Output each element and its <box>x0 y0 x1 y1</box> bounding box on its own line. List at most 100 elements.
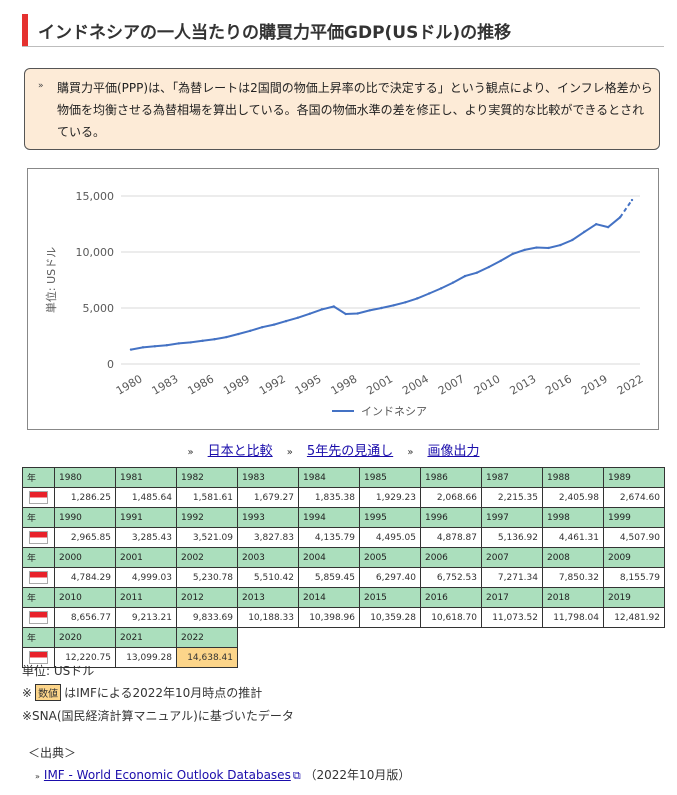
data-point <box>177 342 180 345</box>
year-cell: 1997 <box>481 507 543 528</box>
year-cell: 1981 <box>115 467 177 488</box>
source-edition: （2022年10月版） <box>304 768 411 782</box>
year-cell: 2016 <box>420 587 482 608</box>
y-tick-label: 15,000 <box>76 190 115 203</box>
value-cell: 5,230.78 <box>176 567 238 588</box>
value-cell: 4,507.90 <box>603 527 665 548</box>
title-accent-bar <box>22 14 28 46</box>
estimate-note-prefix: ※ <box>22 686 33 700</box>
indonesia-flag-icon <box>29 651 48 664</box>
indonesia-flag-icon <box>29 531 48 544</box>
table-value-row: 4,784.29 4,999.03 5,230.78 5,510.42 5,859.45… <box>22 567 665 588</box>
year-cell: 2003 <box>237 547 299 568</box>
year-cell: 1984 <box>298 467 360 488</box>
chevron-right-icon: » <box>407 447 414 458</box>
value-cell: 2,215.35 <box>481 487 543 508</box>
data-point <box>547 246 550 250</box>
year-cell: 2018 <box>542 587 604 608</box>
value-cell: 6,752.53 <box>420 567 482 588</box>
table-year-row: 年 1990 1991 1992 1993 1994 1995 1996 1997 1998 199… <box>22 507 665 528</box>
year-cell: 1994 <box>298 507 360 528</box>
data-point <box>428 292 431 295</box>
year-cell: 2006 <box>420 547 482 568</box>
data-point <box>499 259 502 263</box>
year-cell: 2013 <box>237 587 299 608</box>
year-cell: 2002 <box>176 547 238 568</box>
year-cell: 2004 <box>298 547 360 568</box>
unit-note: 単位: USドル <box>22 664 95 678</box>
compare-japan-link[interactable]: 日本と比較 <box>207 444 273 459</box>
chevron-right-icon: » <box>187 447 194 458</box>
data-point <box>439 287 443 290</box>
y-tick-label: 5,000 <box>83 302 115 315</box>
value-cell: 11,798.04 <box>542 607 604 628</box>
x-tick-label: 2004 <box>400 372 431 397</box>
year-cell: 2014 <box>298 587 360 608</box>
year-cell: 1982 <box>176 467 238 488</box>
table-value-row: 1,286.25 1,485.64 1,581.61 1,679.27 1,835.38… <box>22 487 665 508</box>
value-cell: 10,359.28 <box>359 607 421 628</box>
value-cell: 5,859.45 <box>298 567 360 588</box>
data-point <box>284 319 288 323</box>
x-tick-label: 2013 <box>508 372 539 397</box>
value-cell: 8,656.77 <box>54 607 116 628</box>
year-cell: 2007 <box>481 547 543 568</box>
data-point <box>475 271 479 274</box>
table-year-row: 年 1980 1981 1982 1983 1984 1985 1986 1987 1988 198… <box>22 467 665 488</box>
value-cell: 7,850.32 <box>542 567 604 588</box>
value-cell: 3,521.09 <box>176 527 238 548</box>
data-point <box>380 306 383 310</box>
value-cell: 10,398.96 <box>298 607 360 628</box>
series-line-estimate <box>619 199 633 218</box>
x-tick-label: 2016 <box>543 372 574 397</box>
value-cell: 1,581.61 <box>176 487 238 508</box>
year-cell: 2008 <box>542 547 604 568</box>
year-cell: 1991 <box>115 507 177 528</box>
chevron-right-icon: » <box>286 447 293 458</box>
note-text: 購買力平価(PPP)は、「為替レートは2国間の物価上昇率の比で決定する」という観… <box>57 81 653 139</box>
year-cell: 2011 <box>115 587 177 608</box>
year-cell: 1985 <box>359 467 421 488</box>
table-value-row: 8,656.77 9,213.21 9,833.69 10,188.33 10,398.… <box>22 607 665 628</box>
image-export-link[interactable]: 画像出力 <box>427 444 480 459</box>
sna-note: ※SNA(国民経済計算マニュアル)に基づいたデータ <box>22 709 294 723</box>
forecast-link[interactable]: 5年先の見通し <box>306 444 394 459</box>
value-cell: 5,136.92 <box>481 527 543 548</box>
data-point <box>451 281 455 284</box>
data-point <box>392 304 395 307</box>
estimate-badge: 数値 <box>35 684 62 701</box>
y-axis-label: 単位: USドル <box>44 247 58 313</box>
x-tick-label: 1992 <box>257 372 288 397</box>
estimate-note-text: はIMFによる2022年10月時点の推計 <box>64 686 263 700</box>
data-point <box>356 312 359 315</box>
data-point <box>344 312 347 316</box>
data-point <box>153 345 157 348</box>
year-cell: 2019 <box>603 587 665 608</box>
data-point <box>571 238 574 242</box>
value-cell: 14,638.41 <box>176 647 238 668</box>
value-cell: 2,965.85 <box>54 527 116 548</box>
source-line: » IMF - World Economic Outlook Databases ⧉… <box>35 766 410 783</box>
x-tick-label: 2001 <box>364 372 395 397</box>
year-cell: 2015 <box>359 587 421 608</box>
year-label-cell: 年 <box>22 467 55 488</box>
x-tick-label: 2010 <box>472 372 503 397</box>
data-point <box>630 198 634 202</box>
value-cell: 1,679.27 <box>237 487 299 508</box>
year-cell: 2005 <box>359 547 421 568</box>
gdp-data-table: 年 1980 1981 1982 1983 1984 1985 1986 1987 1988 198… <box>22 467 665 668</box>
year-cell: 1992 <box>176 507 238 528</box>
data-point <box>511 252 514 256</box>
source-heading: ＜出典＞ <box>28 746 77 760</box>
year-cell: 1996 <box>420 507 482 528</box>
value-cell: 10,188.33 <box>237 607 299 628</box>
data-point <box>272 323 276 326</box>
data-point <box>165 343 168 347</box>
flag-cell <box>22 527 55 548</box>
year-cell: 2022 <box>176 627 238 648</box>
imf-source-link[interactable]: IMF - World Economic Outlook Databases <box>43 768 291 782</box>
value-cell: 7,271.34 <box>481 567 543 588</box>
value-cell: 1,835.38 <box>298 487 360 508</box>
value-cell: 11,073.52 <box>481 607 543 628</box>
